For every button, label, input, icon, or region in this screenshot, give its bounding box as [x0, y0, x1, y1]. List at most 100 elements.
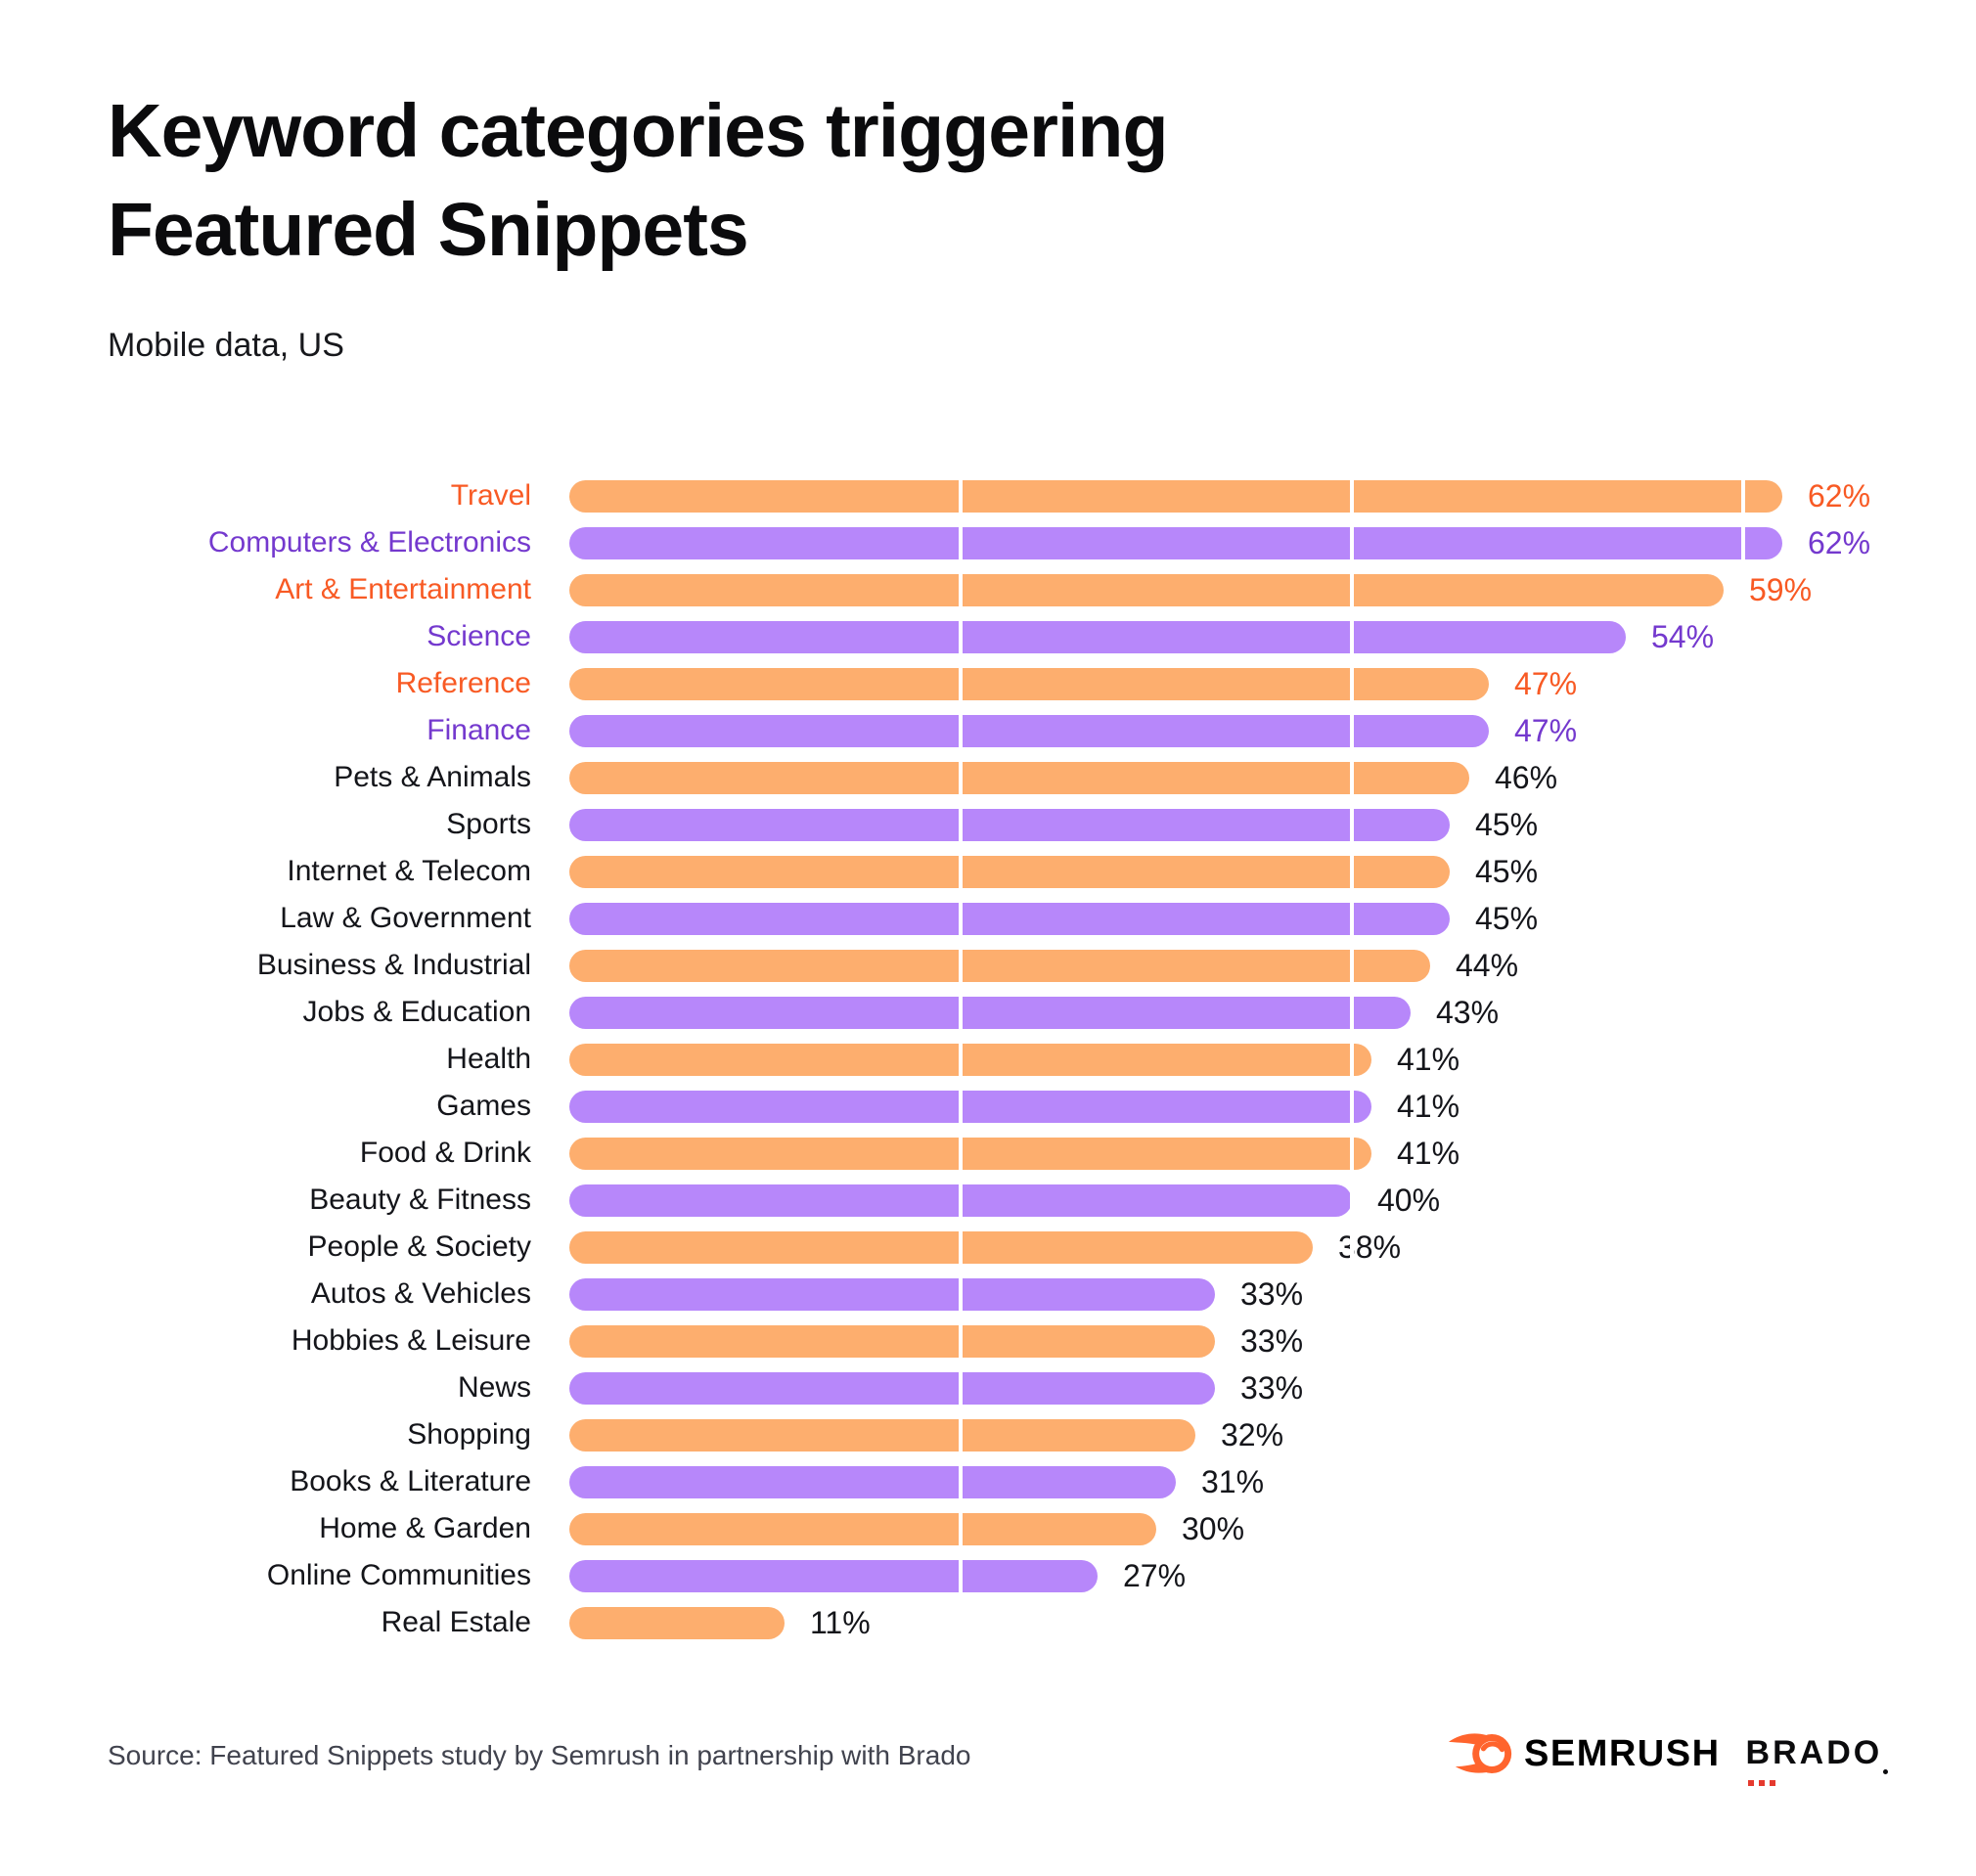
value-label: 54%	[1651, 618, 1715, 654]
chart-row: Business & Industrial 44%	[0, 942, 1976, 989]
footer-logos: SEMRUSH BRADO	[1448, 1725, 1889, 1786]
page-title: Keyword categories triggering Featured S…	[108, 89, 1168, 272]
value-label: 41%	[1397, 1135, 1460, 1171]
category-label: Finance	[427, 714, 531, 746]
value-label: 45%	[1475, 853, 1539, 889]
value-label: 27%	[1123, 1557, 1187, 1593]
category-label: Science	[427, 620, 531, 652]
bar	[569, 1324, 1215, 1358]
value-label: 45%	[1475, 806, 1539, 842]
value-label: 47%	[1514, 665, 1578, 701]
bar	[569, 1090, 1371, 1123]
bar-chart: Travel 62% Computers & Electronics 62% Art &…	[0, 472, 1976, 1646]
value-label: 40%	[1377, 1182, 1441, 1218]
category-label: Hobbies & Leisure	[291, 1324, 531, 1357]
page-subtitle: Mobile data, US	[108, 327, 344, 364]
chart-row: Hobbies & Leisure 33%	[0, 1318, 1976, 1364]
chart-row: People & Society 38%	[0, 1224, 1976, 1271]
bar	[569, 1418, 1195, 1452]
value-label: 41%	[1397, 1088, 1460, 1124]
bar	[569, 808, 1450, 841]
chart-row: Jobs & Education 43%	[0, 989, 1976, 1036]
chart-row: Art & Entertainment 59%	[0, 566, 1976, 613]
chart-row: Law & Government 45%	[0, 895, 1976, 942]
category-label: Jobs & Education	[302, 996, 531, 1028]
category-label: Art & Entertainment	[275, 573, 531, 605]
bar	[569, 996, 1411, 1029]
value-label: 31%	[1201, 1463, 1265, 1499]
value-label: 33%	[1240, 1322, 1304, 1359]
bar	[569, 855, 1450, 888]
category-label: Travel	[450, 479, 531, 512]
category-label: Pets & Animals	[334, 761, 531, 793]
chart-row: Online Communities 27%	[0, 1552, 1976, 1599]
brado-logo: BRADO	[1746, 1734, 1889, 1786]
value-label: 11%	[810, 1604, 871, 1640]
bar	[569, 573, 1724, 606]
value-label: 62%	[1808, 477, 1871, 514]
chart-row: Autos & Vehicles 33%	[0, 1271, 1976, 1318]
value-label: 59%	[1749, 571, 1813, 607]
bar	[569, 1512, 1156, 1545]
chart-row: Shopping 32%	[0, 1411, 1976, 1458]
category-label: Beauty & Fitness	[309, 1184, 531, 1216]
chart-row: Finance 47%	[0, 707, 1976, 754]
chart-row: Beauty & Fitness 40%	[0, 1177, 1976, 1224]
category-label: Games	[436, 1090, 531, 1122]
bar	[569, 1277, 1215, 1311]
bar	[569, 1465, 1176, 1498]
chart-row: Real Estale 11%	[0, 1599, 1976, 1646]
chart-row: Computers & Electronics 62%	[0, 519, 1976, 566]
category-label: Online Communities	[266, 1559, 531, 1591]
value-label: 47%	[1514, 712, 1578, 748]
brado-trademark-dot	[1883, 1768, 1889, 1774]
bar	[569, 714, 1489, 747]
chart-row: Health 41%	[0, 1036, 1976, 1083]
bar	[569, 1137, 1371, 1170]
category-label: News	[457, 1371, 531, 1404]
chart-row: Science 54%	[0, 613, 1976, 660]
bar	[569, 667, 1489, 700]
chart-row: News 33%	[0, 1364, 1976, 1411]
semrush-wordmark: SEMRUSH	[1524, 1732, 1721, 1774]
bar	[569, 479, 1782, 513]
chart-row: Pets & Animals 46%	[0, 754, 1976, 801]
bar	[569, 902, 1450, 935]
bar	[569, 1559, 1098, 1592]
value-label: 62%	[1808, 524, 1871, 560]
bar	[569, 1230, 1313, 1264]
category-label: Law & Government	[280, 902, 531, 934]
value-label: 41%	[1397, 1041, 1460, 1077]
bar	[569, 526, 1782, 559]
bar	[569, 761, 1469, 794]
category-label: Business & Industrial	[256, 949, 531, 981]
brado-red-dots-icon	[1747, 1779, 1775, 1786]
chart-row: Food & Drink 41%	[0, 1130, 1976, 1177]
value-label: 46%	[1495, 759, 1558, 795]
value-label: 45%	[1475, 900, 1539, 936]
category-label: Reference	[395, 667, 531, 699]
value-label: 32%	[1221, 1416, 1284, 1452]
value-label: 33%	[1240, 1369, 1304, 1406]
value-label: 33%	[1240, 1275, 1304, 1312]
category-label: Shopping	[407, 1418, 531, 1451]
bar	[569, 1371, 1215, 1405]
bar	[569, 620, 1626, 653]
chart-row: Travel 62%	[0, 472, 1976, 519]
chart-row: Home & Garden 30%	[0, 1505, 1976, 1552]
chart-row: Reference 47%	[0, 660, 1976, 707]
value-label: 43%	[1436, 994, 1500, 1030]
chart-row: Games 41%	[0, 1083, 1976, 1130]
value-label: 44%	[1456, 947, 1519, 983]
category-label: Sports	[446, 808, 531, 840]
source-note: Source: Featured Snippets study by Semru…	[108, 1740, 971, 1770]
category-label: Home & Garden	[319, 1512, 531, 1544]
category-label: Health	[446, 1043, 531, 1075]
category-label: Internet & Telecom	[287, 855, 531, 887]
bar	[569, 1184, 1352, 1217]
category-label: Autos & Vehicles	[310, 1277, 531, 1310]
chart-row: Books & Literature 31%	[0, 1458, 1976, 1505]
bar	[569, 1606, 785, 1639]
semrush-flame-icon	[1448, 1733, 1512, 1773]
